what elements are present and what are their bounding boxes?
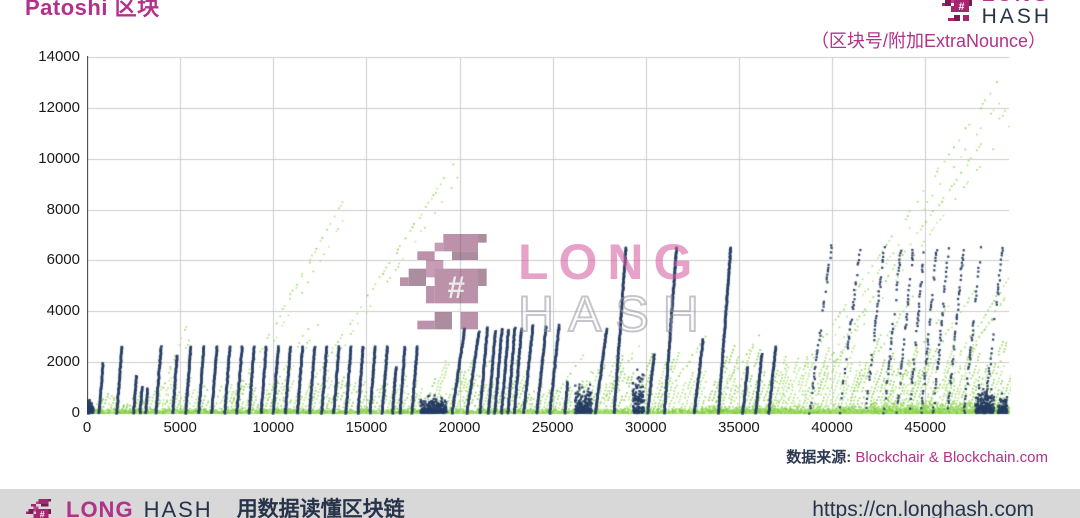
footer-mascot-icon	[26, 499, 51, 518]
longhash-logo-text: LONG HASH	[982, 0, 1052, 27]
y-tick-label: 14000	[38, 48, 80, 65]
y-tick-label: 8000	[46, 200, 80, 218]
x-tick-label: 0	[82, 419, 92, 436]
chart-subtitle: （区块号/附加ExtraNounce）	[810, 31, 1046, 51]
data-source-link[interactable]: Blockchair & Blockchain.com	[855, 449, 1048, 466]
y-tick-label: 12000	[38, 98, 80, 116]
y-tick-label: 0	[71, 404, 80, 421]
x-tick-label: 45000	[904, 419, 947, 436]
y-tick-label: 10000	[38, 149, 80, 167]
footer-bar: LONG HASH 用数据读懂区块链 https://cn.longhash.c…	[0, 489, 1080, 518]
x-tick-label: 25000	[531, 419, 574, 436]
x-tick-label: 35000	[718, 419, 760, 436]
plot-canvas	[87, 56, 1011, 415]
x-tick-label: 15000	[345, 419, 388, 436]
footer-brand: LONG HASH 用数据读懂区块链	[26, 498, 405, 518]
x-tick-label: 30000	[624, 419, 667, 436]
chart-area: 0 2000 4000 6000 8000 10000 12000 14000 0 5000 10…	[38, 48, 1011, 436]
x-tick-label: 5000	[163, 419, 197, 436]
data-source-label: 数据来源:	[786, 449, 852, 466]
y-tick-label: 4000	[46, 302, 80, 320]
longhash-logo: LONG HASH	[941, 0, 1052, 27]
page-title: Patoshi 区块	[25, 0, 160, 20]
footer-url[interactable]: https://cn.longhash.com	[812, 498, 1034, 518]
y-tick-label: 6000	[46, 251, 80, 269]
x-tick-label: 40000	[811, 419, 853, 436]
footer-word-long: LONG	[66, 497, 134, 518]
logo-word-long: LONG	[982, 0, 1052, 6]
y-tick-label: 2000	[46, 353, 80, 371]
footer-word-hash: HASH	[143, 497, 213, 518]
x-tick-label: 20000	[438, 419, 481, 436]
x-tick-label: 10000	[252, 419, 295, 436]
footer-tagline: 用数据读懂区块链	[236, 498, 405, 518]
logo-word-hash: HASH	[981, 5, 1052, 28]
data-source-note: 数据来源: Blockchair & Blockchain.com	[786, 446, 1048, 467]
